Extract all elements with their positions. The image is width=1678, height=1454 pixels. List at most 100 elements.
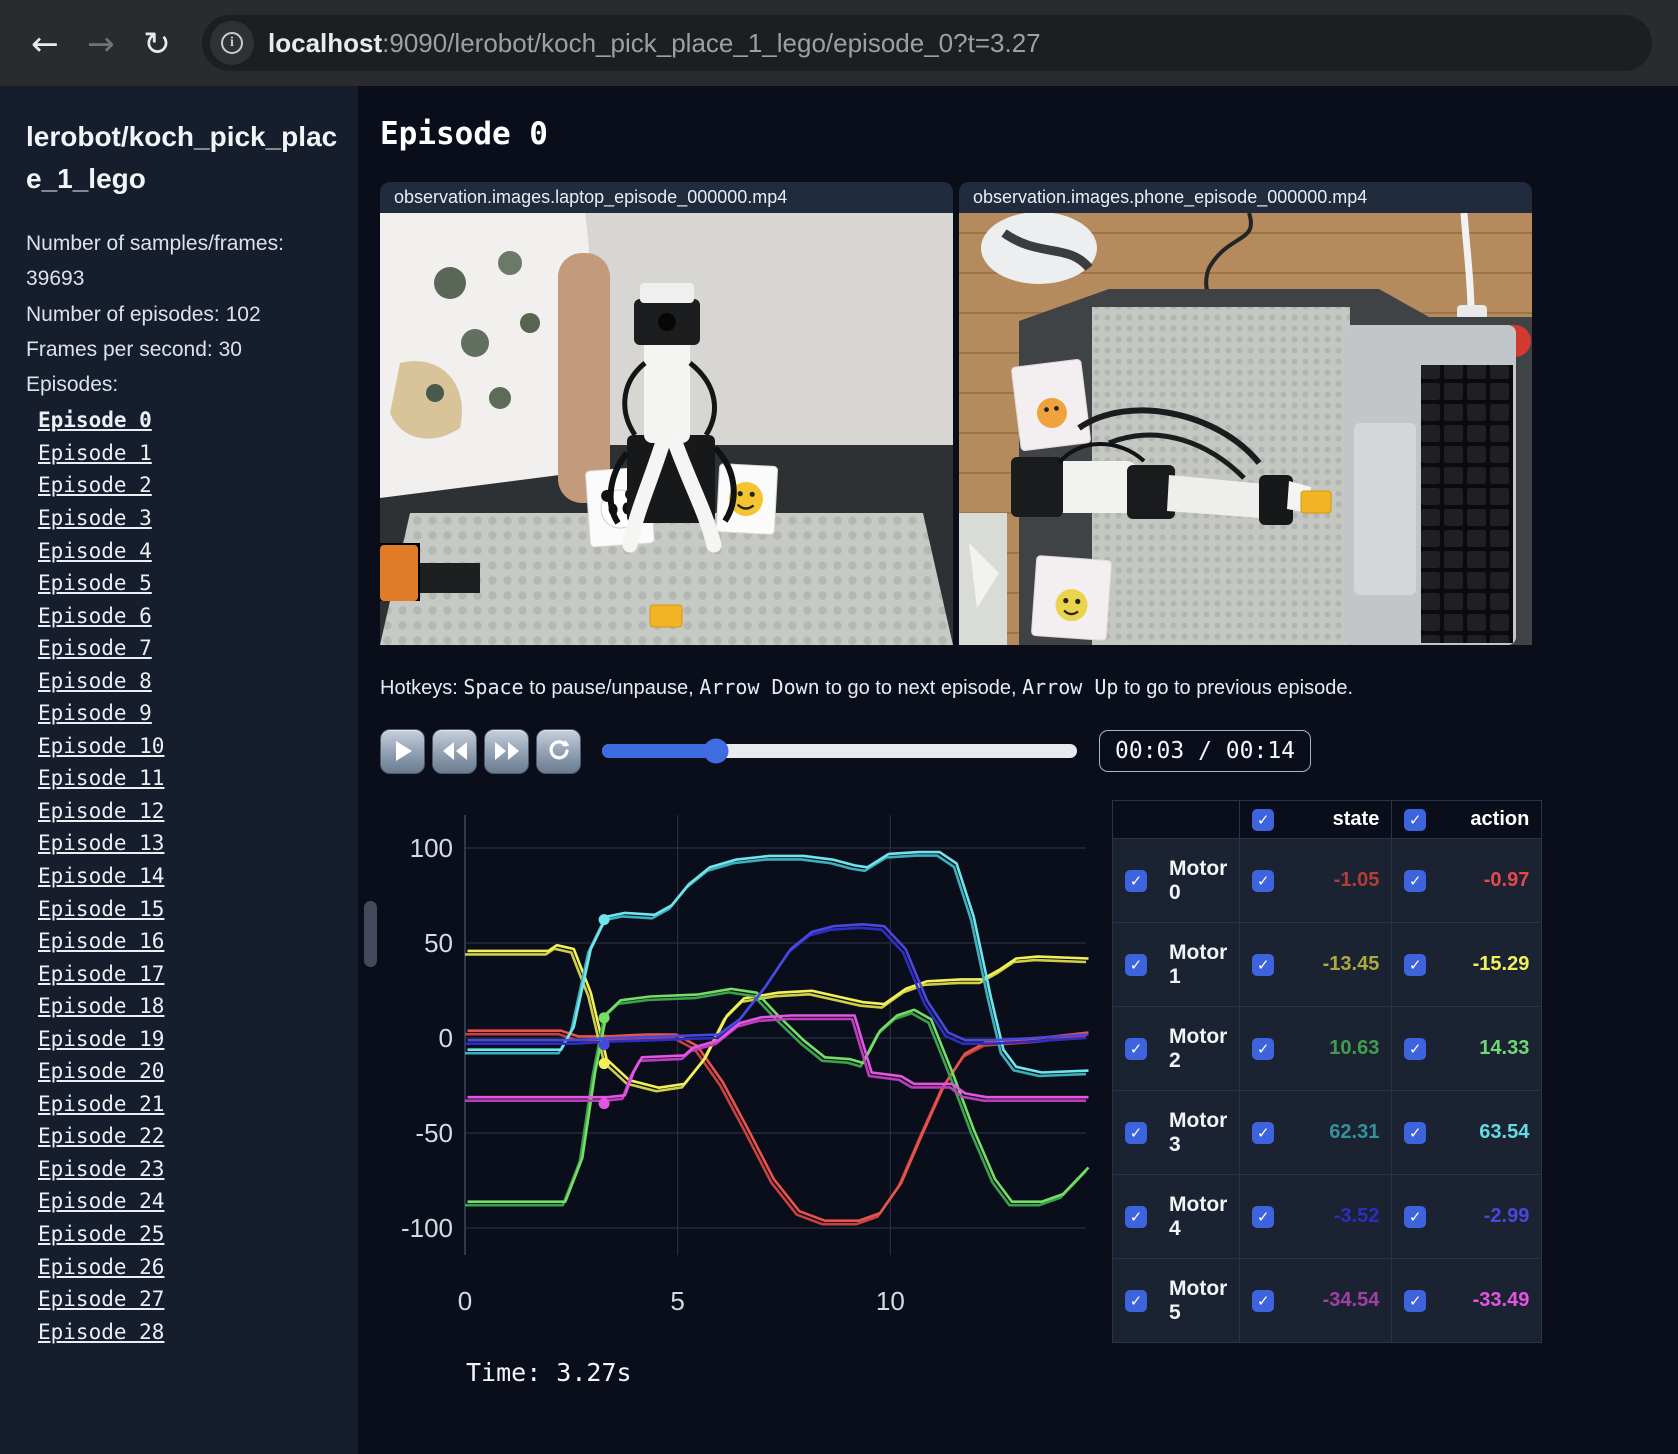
video-card-laptop: observation.images.laptop_episode_000000…: [380, 182, 953, 645]
video-laptop[interactable]: [380, 213, 953, 645]
episode-link-episode-7[interactable]: Episode 7: [38, 636, 152, 661]
episode-link-episode-22[interactable]: Episode 22: [38, 1124, 165, 1149]
episode-link-episode-8[interactable]: Episode 8: [38, 668, 152, 693]
bottom-row: 100 50 0 -50 -100 0 5 10 Time: 3.27s ✓ state ✓ act…: [380, 800, 1678, 1387]
episode-link-episode-18[interactable]: Episode 18: [38, 994, 165, 1019]
episode-list-item: Episode 7: [38, 632, 338, 665]
seek-fill: [602, 744, 716, 758]
checkbox-column-state[interactable]: ✓: [1252, 808, 1275, 831]
checkbox-motor-3-action[interactable]: ✓: [1404, 1121, 1427, 1144]
episode-link-episode-23[interactable]: Episode 23: [38, 1156, 165, 1181]
episode-list: Episode 0 Episode 1 Episode 2 Episode 3 Epis…: [26, 404, 338, 1348]
column-label-action: action: [1470, 808, 1530, 830]
episode-link-episode-2[interactable]: Episode 2: [38, 473, 152, 498]
episode-link-episode-24[interactable]: Episode 24: [38, 1189, 165, 1214]
loop-button[interactable]: [536, 728, 581, 774]
fast-forward-button[interactable]: [484, 728, 529, 774]
checkbox-motor-2-action[interactable]: ✓: [1404, 1037, 1427, 1060]
address-bar[interactable]: i localhost:9090/lerobot/koch_pick_place…: [202, 15, 1652, 71]
motor-table: ✓ state ✓ action ✓ Motor 0 ✓ -1.05 ✓ -0.97 ✓ Motor…: [1111, 800, 1543, 1343]
checkbox-column-action[interactable]: ✓: [1404, 808, 1427, 831]
episode-link-episode-20[interactable]: Episode 20: [38, 1059, 165, 1084]
checkbox-motor-3-state[interactable]: ✓: [1252, 1121, 1275, 1144]
episode-link-episode-13[interactable]: Episode 13: [38, 831, 165, 856]
series-line-state-0: [465, 1032, 1087, 1226]
motor-chart[interactable]: 100 50 0 -50 -100 0 5 10: [380, 800, 1090, 1325]
seek-thumb[interactable]: [703, 738, 729, 764]
episode-link-episode-9[interactable]: Episode 9: [38, 701, 152, 726]
motor-4-state-cell: ✓ -3.52: [1239, 1174, 1393, 1259]
checkbox-motor-2[interactable]: ✓: [1125, 1037, 1147, 1060]
episode-link-episode-12[interactable]: Episode 12: [38, 798, 165, 823]
episode-link-episode-1[interactable]: Episode 1: [38, 440, 152, 465]
play-button[interactable]: [380, 728, 425, 774]
checkbox-motor-4-action[interactable]: ✓: [1404, 1205, 1427, 1228]
episode-link-episode-27[interactable]: Episode 27: [38, 1287, 165, 1312]
series-line-action-4: [467, 923, 1089, 1042]
motor-name-cell: ✓ Motor 4: [1111, 1174, 1241, 1259]
episode-link-episode-19[interactable]: Episode 19: [38, 1026, 165, 1051]
time-display: 00:03 / 00:14: [1099, 730, 1312, 772]
checkbox-motor-0-action[interactable]: ✓: [1404, 869, 1427, 892]
motor-0-state-value: -1.05: [1333, 869, 1380, 891]
checkbox-motor-5-state[interactable]: ✓: [1252, 1289, 1275, 1312]
checkbox-motor-5[interactable]: ✓: [1125, 1289, 1147, 1312]
site-info-button[interactable]: i: [210, 21, 254, 65]
forward-icon[interactable]: →: [87, 23, 115, 63]
checkbox-motor-0-state[interactable]: ✓: [1252, 869, 1275, 892]
episode-link-episode-25[interactable]: Episode 25: [38, 1222, 165, 1246]
episode-link-episode-21[interactable]: Episode 21: [38, 1091, 165, 1116]
motor-1-action-value: -15.29: [1472, 953, 1530, 975]
page-title: Episode 0: [380, 116, 548, 152]
checkbox-motor-4[interactable]: ✓: [1125, 1205, 1147, 1228]
y-tick-label: -100: [401, 1213, 453, 1243]
video-title-phone: observation.images.phone_episode_000000.…: [959, 182, 1532, 213]
series-line-action-2: [467, 987, 1090, 1203]
motor-3-state-cell: ✓ 62.31: [1239, 1090, 1393, 1175]
episode-link-episode-6[interactable]: Episode 6: [38, 603, 152, 628]
x-tick-label: 10: [876, 1286, 905, 1316]
episode-list-item: Episode 8: [38, 665, 338, 698]
checkbox-motor-5-action[interactable]: ✓: [1404, 1289, 1427, 1312]
motor-name-cell: ✓ Motor 2: [1111, 1006, 1241, 1091]
episode-link-episode-4[interactable]: Episode 4: [38, 538, 152, 563]
motor-5-action-cell: ✓ -33.49: [1391, 1258, 1543, 1343]
chart-wrap: 100 50 0 -50 -100 0 5 10 Time: 3.27s: [380, 800, 1090, 1387]
video-title-laptop: observation.images.laptop_episode_000000…: [380, 182, 953, 213]
rewind-button[interactable]: [432, 728, 477, 774]
reload-icon[interactable]: ↻: [143, 23, 171, 63]
episode-link-episode-26[interactable]: Episode 26: [38, 1254, 165, 1279]
motor-2-action-value: 14.33: [1479, 1037, 1530, 1059]
checkbox-motor-1[interactable]: ✓: [1125, 953, 1147, 976]
checkbox-motor-1-action[interactable]: ✓: [1404, 953, 1427, 976]
motor-table-corner-cell: [1111, 800, 1241, 839]
episode-link-episode-5[interactable]: Episode 5: [38, 571, 152, 596]
episode-link-episode-10[interactable]: Episode 10: [38, 733, 165, 758]
info-icon: i: [221, 32, 243, 54]
url-path: :9090/lerobot/koch_pick_place_1_lego/epi…: [382, 27, 1041, 58]
episode-link-episode-15[interactable]: Episode 15: [38, 896, 165, 921]
back-icon[interactable]: ←: [31, 23, 59, 63]
checkbox-motor-3[interactable]: ✓: [1125, 1121, 1147, 1144]
episode-link-episode-28[interactable]: Episode 28: [38, 1319, 165, 1344]
episode-link-episode-14[interactable]: Episode 14: [38, 863, 165, 888]
motor-1-state-cell: ✓ -13.45: [1239, 922, 1393, 1007]
scrollbar-thumb[interactable]: [364, 901, 377, 967]
episode-link-episode-17[interactable]: Episode 17: [38, 961, 165, 986]
motor-row-2: ✓ Motor 2 ✓ 10.63 ✓ 14.33: [1111, 1006, 1543, 1091]
y-tick-label: 100: [410, 833, 453, 863]
checkbox-motor-4-state[interactable]: ✓: [1252, 1205, 1275, 1228]
checkbox-motor-1-state[interactable]: ✓: [1252, 953, 1275, 976]
episode-link-episode-16[interactable]: Episode 16: [38, 929, 165, 954]
video-phone[interactable]: [959, 213, 1532, 645]
episode-link-episode-11[interactable]: Episode 11: [38, 766, 165, 791]
checkbox-motor-0[interactable]: ✓: [1125, 869, 1147, 892]
motor-name-cell: ✓ Motor 3: [1111, 1090, 1241, 1175]
episode-link-episode-0[interactable]: Episode 0: [38, 408, 152, 433]
episode-link-episode-3[interactable]: Episode 3: [38, 505, 152, 530]
motor-name-label: Motor 4: [1169, 1192, 1228, 1240]
url-text[interactable]: localhost:9090/lerobot/koch_pick_place_1…: [268, 28, 1041, 59]
seek-slider[interactable]: [602, 738, 1077, 764]
checkbox-motor-2-state[interactable]: ✓: [1252, 1037, 1275, 1060]
y-tick-label: -50: [415, 1118, 453, 1148]
